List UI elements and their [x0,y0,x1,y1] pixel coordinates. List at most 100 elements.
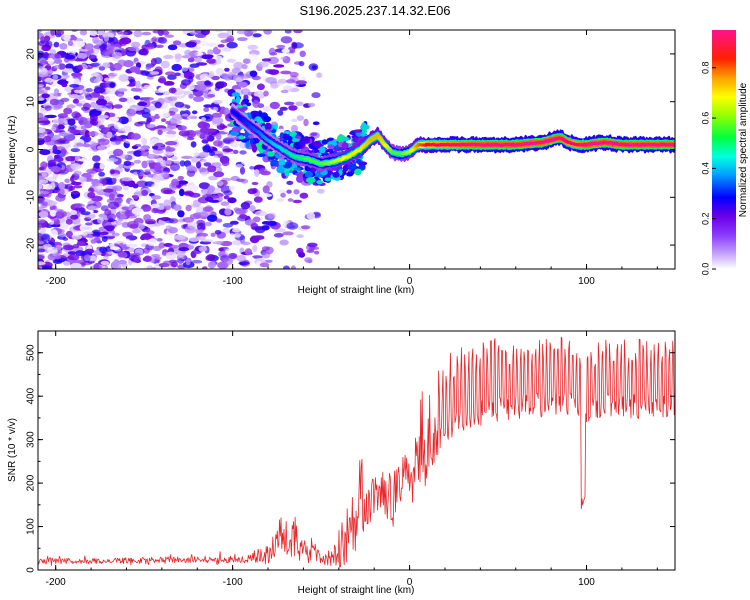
noise-blob [124,209,132,218]
noise-blob [70,210,78,215]
colorbar-label: Normalized spectral amplitude [738,82,749,217]
noise-blob [97,115,109,119]
noise-blob [118,259,127,265]
noise-blob [91,178,101,187]
noise-blob [301,225,311,230]
noise-blob [59,140,70,144]
noise-blob [41,234,50,243]
noise-blob [164,204,171,211]
noise-blob [101,43,107,51]
noise-blob [251,255,263,259]
noise-blob [84,130,90,138]
noise-blob [276,44,286,49]
ridge-halo [356,159,362,164]
noise-blob [174,234,186,241]
noise-blob [111,261,119,269]
noise-blob [203,162,212,167]
noise-blob [238,81,248,88]
noise-blob [70,214,79,220]
noise-blob [164,133,177,138]
noise-blob [208,70,215,78]
noise-blob [61,34,72,41]
noise-blob [167,96,178,101]
noise-blob [121,177,133,182]
noise-blob [314,250,320,255]
noise-blob [236,254,246,262]
noise-blob [151,207,160,214]
noise-blob [229,185,235,191]
noise-blob [136,180,148,188]
noise-blob [90,239,97,244]
spectrogram-y-axis-label: Frequency (Hz) [7,116,18,185]
noise-blob [73,203,83,208]
noise-blob [85,94,93,101]
noise-blob [143,255,152,262]
y-tick-label: 20 [26,48,37,60]
noise-blob [188,237,199,242]
noise-blob [65,63,74,70]
noise-blob [176,180,189,185]
noise-blob [80,106,90,111]
noise-blob [282,85,293,92]
noise-blob [186,169,196,177]
noise-blob [222,227,230,234]
noise-blob [185,41,197,48]
noise-blob [311,92,321,99]
x-tick-label: 0 [407,577,413,588]
noise-blob [290,124,299,133]
noise-blob [260,170,271,176]
noise-blob [240,88,251,96]
noise-blob [72,244,80,249]
y-tick-label: 500 [26,344,37,361]
noise-blob [186,137,195,141]
noise-blob [177,258,185,264]
noise-blob [143,247,150,254]
noise-blob [199,40,209,47]
ridge-halo [245,141,250,148]
noise-blob [84,248,95,254]
noise-blob [213,99,223,105]
noise-blob [158,76,166,84]
noise-blob [111,173,120,179]
noise-blob [89,30,98,36]
noise-blob [269,101,280,110]
noise-blob [132,228,141,234]
noise-blob [157,129,163,135]
noise-blob [116,194,124,198]
noise-blob [58,181,66,190]
noise-blob [41,172,47,178]
noise-blob [282,231,294,236]
noise-blob [80,125,87,130]
noise-blob [102,48,114,56]
noise-blob [41,93,50,99]
ridge-halo [242,98,250,104]
noise-blob [75,103,83,107]
noise-blob [70,163,82,170]
colorbar: 0.0 0.2 0.4 0.6 0.8 Normalized spectral ampl… [700,30,749,275]
noise-blob [154,262,161,269]
noise-blob [103,188,114,193]
noise-blob [49,98,60,106]
noise-blob [184,190,194,196]
noise-blob [207,185,215,193]
noise-blob [242,58,251,64]
noise-blob [146,159,155,163]
noise-blob [58,132,70,137]
noise-blob [260,193,273,198]
noise-blob [176,251,186,258]
noise-blob [251,226,263,231]
noise-blob [244,248,253,256]
ridge-halo [313,140,322,148]
noise-blob [61,52,67,56]
noise-blob [170,261,178,268]
ridge-halo [294,172,304,176]
noise-blob [247,53,259,61]
noise-blob [300,76,307,82]
noise-blob [280,56,287,60]
noise-blob [153,142,166,151]
noise-blob [239,150,247,155]
noise-blob [187,51,198,56]
noise-blob [131,207,144,215]
noise-blob [77,52,88,60]
noise-blob [47,159,57,167]
